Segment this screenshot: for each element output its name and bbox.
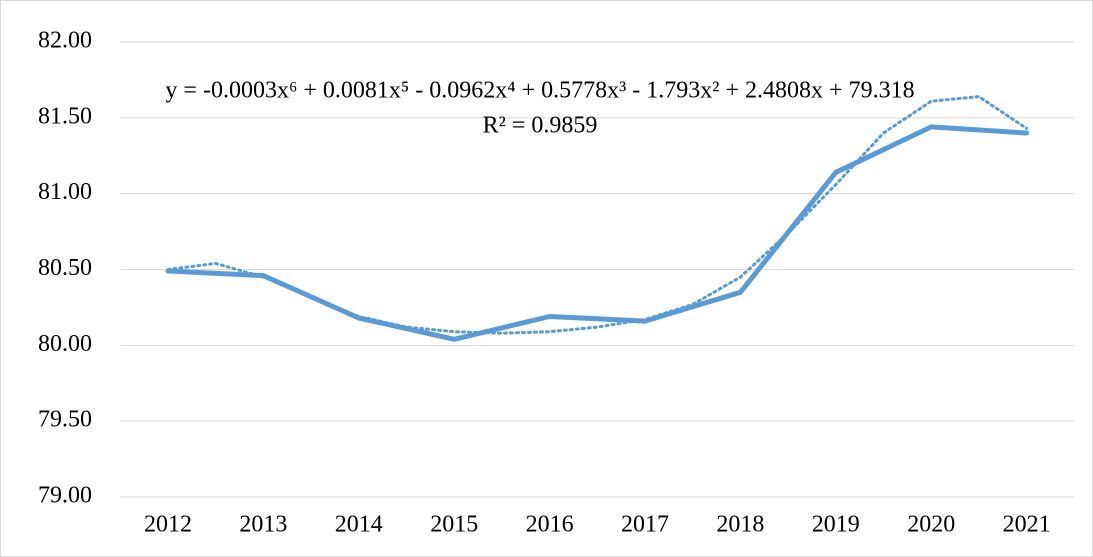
x-tick-label: 2020 — [907, 512, 955, 538]
data-line — [165, 124, 1030, 342]
y-tick-label: 80.00 — [38, 331, 92, 357]
y-tick-label: 79.50 — [38, 407, 92, 433]
x-tick-label: 2021 — [1003, 512, 1051, 538]
y-tick-label: 82.00 — [38, 28, 92, 54]
y-tick-label: 79.00 — [38, 483, 92, 509]
trendline-r-squared: R² = 0.9859 — [483, 113, 598, 139]
x-tick-label: 2015 — [430, 512, 478, 538]
marks — [165, 95, 1030, 342]
y-tick-label: 80.50 — [38, 255, 92, 281]
x-tick-label: 2018 — [716, 512, 764, 538]
trendline-equation: y = -0.0003x⁶ + 0.0081x⁵ - 0.0962x⁴ + 0.… — [165, 78, 914, 104]
grid: 79.00 79.50 80.00 80.50 81.00 81.50 82.00 2012 2… — [38, 28, 1075, 538]
y-tick-label: 81.50 — [38, 103, 92, 129]
x-tick-label: 2013 — [239, 512, 287, 538]
x-tick-label: 2016 — [526, 512, 574, 538]
x-tick-label: 2014 — [335, 512, 383, 538]
x-tick-label: 2019 — [812, 512, 860, 538]
x-tick-label: 2017 — [621, 512, 669, 538]
x-tick-label: 2012 — [144, 512, 192, 538]
y-tick-label: 81.00 — [38, 179, 92, 205]
